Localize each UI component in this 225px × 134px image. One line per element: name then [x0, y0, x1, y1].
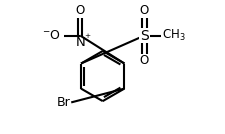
Text: Br: Br [56, 96, 70, 109]
Text: S: S [140, 29, 148, 43]
Text: O: O [139, 4, 148, 17]
Text: $^{-}$O: $^{-}$O [42, 29, 61, 42]
Text: O: O [139, 54, 148, 67]
Text: N: N [76, 36, 85, 49]
Text: $^{+}$: $^{+}$ [83, 33, 91, 43]
Text: CH$_3$: CH$_3$ [161, 28, 185, 43]
Text: O: O [75, 4, 84, 17]
